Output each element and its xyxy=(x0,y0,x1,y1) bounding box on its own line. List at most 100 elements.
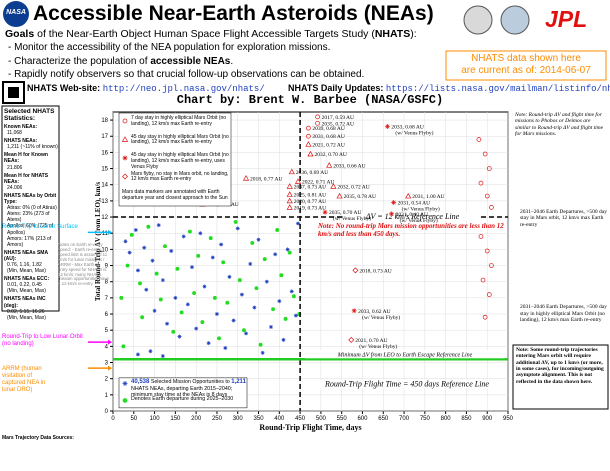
data-point xyxy=(158,297,163,302)
goals-text: Goals xyxy=(5,28,35,40)
data-point xyxy=(223,345,228,350)
data-point xyxy=(283,316,288,321)
data-point xyxy=(121,136,129,142)
data-point xyxy=(286,197,293,204)
data-point xyxy=(264,279,269,284)
goals-text: NHATS xyxy=(374,28,411,40)
stat-value: 24.006 xyxy=(7,184,23,191)
bullet-text: - Monitor the accessibility of the NEA p… xyxy=(8,42,331,53)
data-point xyxy=(306,125,311,131)
goals-text: ): xyxy=(410,28,417,40)
legend-label: 45 day stay in highly elliptical Mars Or… xyxy=(131,133,229,146)
data-point xyxy=(217,336,221,341)
mars-label: 2036, 0.69 AU xyxy=(296,170,328,176)
bullet: - Monitor the accessibility of the NEA p… xyxy=(8,42,330,54)
qr-code-center xyxy=(8,87,19,98)
data-point xyxy=(239,292,244,297)
y-tick-label: 3 xyxy=(105,361,109,367)
data-point xyxy=(281,337,286,342)
x-tick-label: 950 xyxy=(503,416,514,422)
legend-text: Denotes Earth departure during 2025–2030 xyxy=(131,396,246,402)
data-point xyxy=(244,331,249,336)
data-point xyxy=(275,228,280,232)
data-point xyxy=(122,118,128,124)
mars-label: 2039, 0.68 AU xyxy=(312,126,344,132)
bullet: - Rapidly notify observers so that cruci… xyxy=(8,69,364,81)
level-label: Round-Trip to Low Lunar Orbit (no landin… xyxy=(2,334,83,348)
website: NHATS Web-site: http://neo.jpl.nasa.gov/… xyxy=(27,83,265,94)
data-point xyxy=(210,255,215,260)
mars-label: 2020, 0.77 AU xyxy=(294,199,326,205)
legend-label: NHATS NEAs, departing Earth 2015–2040; m… xyxy=(131,386,233,399)
data-point xyxy=(163,244,167,249)
data-point xyxy=(173,295,178,300)
data-point xyxy=(260,350,265,355)
legend-label: Mars data markers are annotated with Ear… xyxy=(122,189,228,201)
data-point xyxy=(486,292,492,297)
mars-label: 2022, 0.71 AU xyxy=(302,179,334,185)
mars-label: 2021, 0.72 AU xyxy=(312,142,344,148)
credit: Chart by: Brent W. Barbee (NASA/GSFC) xyxy=(176,93,444,107)
x-tick-label: 600 xyxy=(357,416,368,422)
x-tick-label: 300 xyxy=(233,416,244,422)
x-tick-label: 700 xyxy=(399,416,410,422)
legend-text: 45 day stay in highly elliptical Mars Or… xyxy=(131,152,234,170)
x-tick-label: 500 xyxy=(316,416,327,422)
data-point xyxy=(208,236,213,241)
data-point xyxy=(187,229,192,234)
stats: Selected NHATS Statistics: Known NEAs: 11,… xyxy=(4,108,58,321)
y-tick-label: 11 xyxy=(102,231,109,237)
mars-label: 2018, 0.73 AU xyxy=(359,268,391,274)
stat-value: 1,211 (~11% of known) xyxy=(7,144,58,151)
goals: Goals of the Near-Earth Object Human Spa… xyxy=(5,28,417,40)
legend-label: 40,538 xyxy=(131,379,150,386)
mars-label: 2033, 0.62 AU xyxy=(358,309,390,315)
stat-label: NHATS NEAs SMA (AU): xyxy=(4,249,48,262)
data-point xyxy=(322,209,328,215)
stat-value: (Min, Mean, Max) xyxy=(7,288,46,295)
data-point xyxy=(181,234,186,239)
data-point xyxy=(250,240,255,245)
data-point xyxy=(307,150,314,157)
bullet-text: - Rapidly notify observers so that cruci… xyxy=(8,69,365,80)
mars-label: 2031, 0.54 AU xyxy=(398,201,430,207)
data-point xyxy=(389,211,395,217)
x-tick-label: 800 xyxy=(441,416,452,422)
data-point xyxy=(196,253,201,258)
mars-label: 2018, 0.77 AU xyxy=(250,176,282,182)
data-point xyxy=(150,258,155,263)
legend-text: Mars flyby, no stay in Mars orbit, no la… xyxy=(131,171,234,184)
data-point xyxy=(165,321,170,326)
nasa-text: NASA xyxy=(6,9,26,16)
data-point xyxy=(306,133,311,139)
legend-label: Selected Mission Opportunities to xyxy=(149,379,232,386)
data-point xyxy=(231,318,236,323)
data-note: NHATS data shown here are current as of: … xyxy=(450,53,602,76)
data-point xyxy=(192,291,197,295)
y-tick-label: 1 xyxy=(105,393,109,399)
legend-label: 1,211 xyxy=(231,379,246,386)
jpl-text: JPL xyxy=(545,6,588,32)
legend-text: 40,538 Selected Mission Opportunities to… xyxy=(131,379,246,398)
data-point xyxy=(122,155,128,161)
data-point xyxy=(156,223,161,228)
y-tick-label: 6 xyxy=(105,312,109,318)
y-tick-label: 17 xyxy=(101,134,108,140)
reentry-note: Notes on Earth re-entry speed: - Earth r… xyxy=(58,242,110,287)
data-point xyxy=(175,266,180,271)
data-point xyxy=(202,284,207,289)
stat-value: (Min, Mean, Max) xyxy=(7,268,46,275)
x-tick-label: 650 xyxy=(378,416,389,422)
data-point xyxy=(119,295,124,300)
level-label: Round-Trip to Low Lunar Orbit (no landin… xyxy=(2,334,86,348)
data-note-box xyxy=(445,50,607,81)
x-tick-label: 350 xyxy=(254,416,265,422)
mars-label: 2019, 0.73 AU xyxy=(294,205,326,211)
mars-label: 2032, 0.72 AU xyxy=(337,184,369,190)
data-point xyxy=(242,175,250,181)
jpl-text: JPL xyxy=(545,6,587,32)
data-point xyxy=(135,268,140,273)
data-point xyxy=(348,336,355,343)
data-point xyxy=(285,247,290,252)
mars-label: 2021, 0.70 AU xyxy=(355,338,387,344)
